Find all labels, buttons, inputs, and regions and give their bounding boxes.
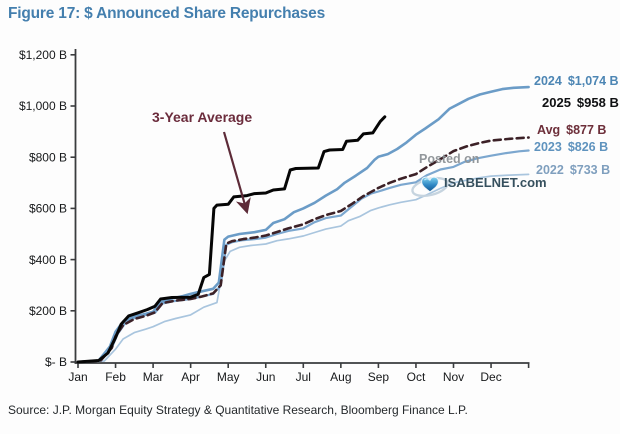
svg-text:$200 B: $200 B — [29, 304, 67, 318]
legend-2023-year: 2023 — [534, 140, 562, 154]
svg-text:Sep: Sep — [368, 370, 390, 384]
svg-text:$600 B: $600 B — [29, 202, 67, 216]
legend-2025: 2025 $958 B — [542, 95, 619, 110]
series-2024 — [76, 85, 530, 364]
svg-text:Jun: Jun — [256, 370, 275, 384]
svg-text:$- B: $- B — [45, 355, 67, 369]
legend-2024-year: 2024 — [534, 74, 562, 88]
svg-text:May: May — [217, 370, 240, 384]
svg-text:$400 B: $400 B — [29, 253, 67, 267]
series-2025 — [76, 115, 387, 364]
legend-2025-value: $958 B — [576, 95, 619, 110]
legend-2022-value: $733 B — [569, 163, 611, 177]
svg-text:$1,000 B: $1,000 B — [19, 99, 67, 113]
heart-globe-icon — [411, 176, 449, 198]
series-layer — [76, 85, 530, 364]
legend-2025-year: 2025 — [542, 95, 571, 110]
annotation-arrow — [222, 131, 251, 215]
series-2022 — [77, 173, 530, 363]
legend-2022-year: 2022 — [536, 163, 564, 177]
svg-text:Oct: Oct — [407, 370, 426, 384]
svg-text:Jul: Jul — [296, 370, 311, 384]
legend-avg-year: Avg — [537, 123, 561, 137]
series-Avg — [76, 136, 530, 364]
legend-2023: 2023 $826 B — [534, 140, 608, 154]
svg-text:Nov: Nov — [443, 370, 464, 384]
svg-text:Dec: Dec — [480, 370, 501, 384]
source-note: Source: J.P. Morgan Equity Strategy & Qu… — [8, 403, 468, 417]
svg-text:Jan: Jan — [68, 370, 87, 384]
legend-avg-value: $877 B — [566, 123, 607, 137]
watermark-isabelnet: ISABELNET.com — [444, 175, 547, 190]
axes-layer: $1,200 B $1,000 B $800 B $600 B $400 B $200 B… — [19, 48, 530, 384]
legend-avg: Avg $877 B — [537, 123, 606, 137]
legend-2023-value: $826 B — [567, 140, 609, 154]
figure-title: Figure 17: $ Announced Share Repurchases — [8, 5, 326, 22]
svg-text:Mar: Mar — [143, 370, 164, 384]
svg-text:Feb: Feb — [105, 370, 126, 384]
legend-2024: 2024 $1,074 B — [534, 74, 619, 88]
svg-text:$800 B: $800 B — [29, 150, 67, 164]
legend-2024-value: $1,074 B — [567, 74, 619, 88]
watermark-posted-on: Posted on — [419, 152, 480, 166]
svg-text:Apr: Apr — [181, 370, 200, 384]
svg-text:Aug: Aug — [330, 370, 351, 384]
annotation-3yr-average: 3-Year Average — [152, 109, 253, 125]
legend-2022: 2022 $733 B — [536, 163, 610, 177]
svg-text:$1,200 B: $1,200 B — [19, 48, 67, 62]
